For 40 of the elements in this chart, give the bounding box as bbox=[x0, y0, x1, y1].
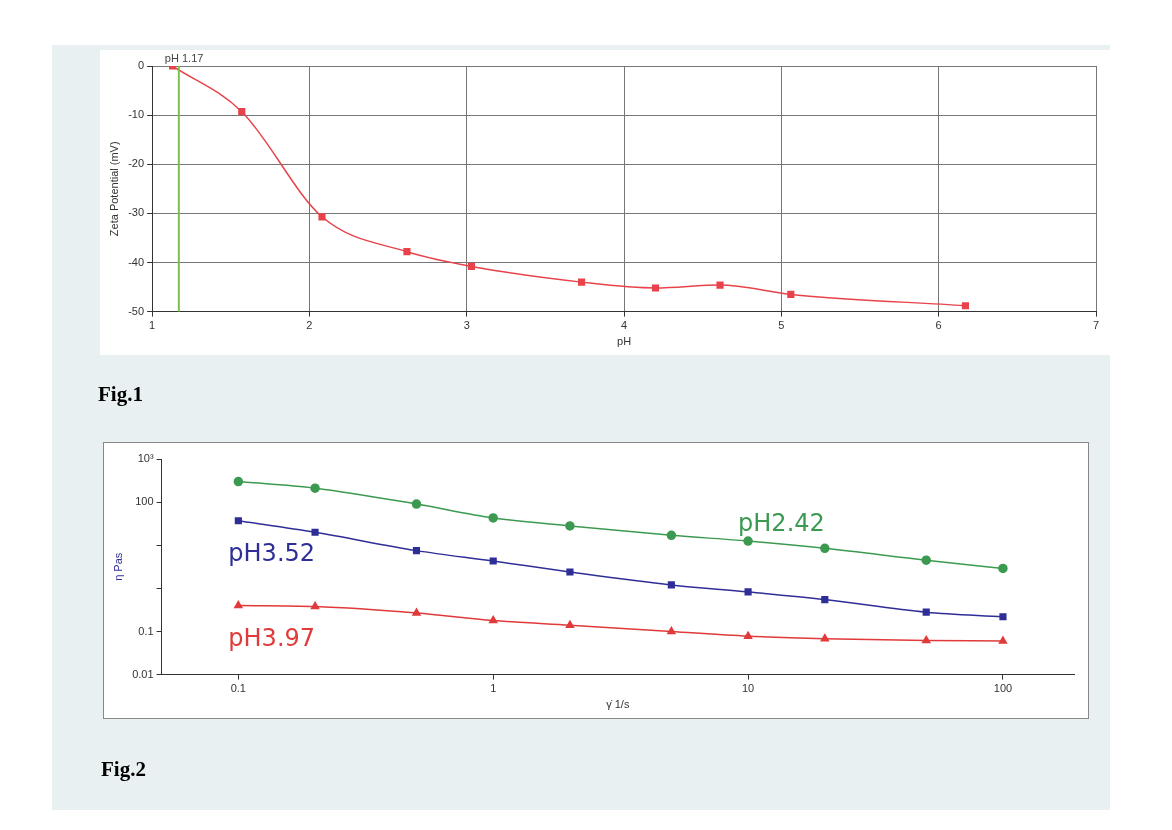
caption: Fig.1 bbox=[98, 382, 143, 407]
point bbox=[651, 284, 660, 292]
y-axis-title: η Pas bbox=[111, 552, 124, 581]
point bbox=[716, 281, 724, 289]
y-tick-label: -10 bbox=[128, 108, 145, 121]
point bbox=[787, 290, 795, 298]
point bbox=[467, 262, 476, 270]
y-tick-label: -40 bbox=[128, 255, 145, 268]
y-tick-label: 10³ bbox=[137, 452, 154, 465]
series-label: pH3.52 bbox=[228, 538, 316, 567]
y-tick-label: -50 bbox=[128, 304, 145, 317]
series-label: pH3.97 bbox=[228, 623, 316, 652]
x-tick-label: 0.1 bbox=[230, 682, 246, 695]
y-tick-label: -20 bbox=[128, 157, 145, 170]
point bbox=[318, 213, 326, 221]
point bbox=[578, 278, 586, 286]
series-label: pH2.42 bbox=[738, 509, 825, 538]
x-tick-label: 3 bbox=[463, 319, 470, 332]
point bbox=[961, 302, 970, 310]
x-tick-label: 6 bbox=[935, 319, 942, 332]
point bbox=[403, 248, 411, 256]
ref-line-label: pH 1.17 bbox=[164, 51, 204, 64]
x-axis-title: γ̇ 1/s bbox=[606, 698, 630, 711]
x-tick-label: 7 bbox=[1092, 319, 1100, 332]
x-tick-label: 4 bbox=[620, 319, 628, 332]
x-axis-title: pH bbox=[617, 335, 632, 348]
y-tick-label: 0 bbox=[137, 59, 145, 72]
caption: Fig.2 bbox=[101, 757, 146, 782]
point bbox=[238, 108, 246, 116]
y-axis-title: Zeta Potential (mV) bbox=[107, 141, 120, 237]
y-tick-label: 0.1 bbox=[138, 624, 154, 637]
x-tick-label: 2 bbox=[306, 319, 313, 332]
y-tick-label: 0.01 bbox=[132, 667, 154, 680]
x-tick-label: 1 bbox=[490, 682, 497, 695]
x-tick-label: 5 bbox=[778, 319, 785, 332]
x-tick-label: 100 bbox=[993, 682, 1013, 695]
x-tick-label: 1 bbox=[149, 319, 156, 332]
x-tick-label: 10 bbox=[741, 682, 755, 695]
y-tick-label: -30 bbox=[128, 206, 145, 219]
y-tick-label: 100 bbox=[135, 495, 154, 508]
